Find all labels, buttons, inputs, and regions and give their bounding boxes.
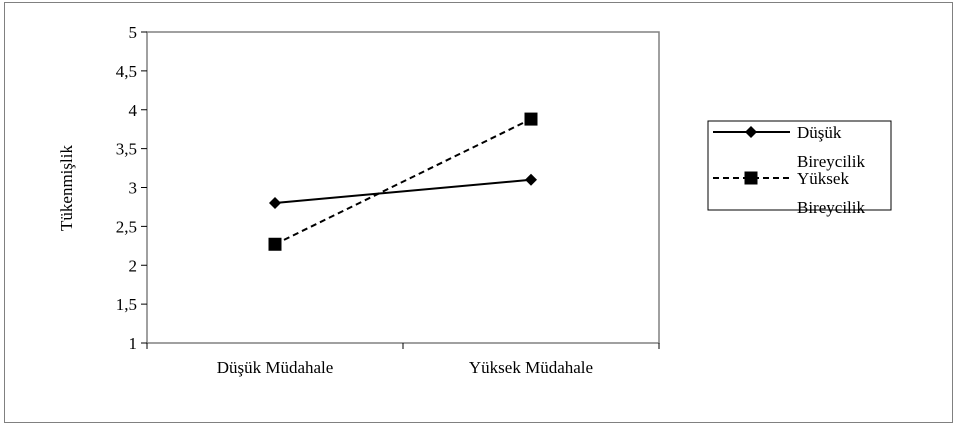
legend-label: Bireycilik	[797, 198, 865, 217]
series-1	[269, 173, 537, 210]
y-tick-label: 3	[129, 179, 138, 198]
legend-box	[707, 120, 892, 211]
data-point	[268, 237, 282, 251]
y-axis-title: Tükenmişlik	[57, 145, 76, 231]
y-axis: 1 1,5 2 2,5 3 3,5 4 4,5 5	[116, 23, 147, 353]
series-2	[268, 112, 538, 251]
x-tick-label: Düşük Müdahale	[217, 358, 334, 377]
y-tick-label: 2,5	[116, 217, 137, 236]
y-tick-label: 3,5	[116, 140, 137, 159]
y-tick-label: 1	[129, 334, 138, 353]
y-tick-label: 5	[129, 23, 138, 42]
y-tick-label: 4,5	[116, 62, 137, 81]
legend-label: Yüksek	[797, 169, 849, 188]
legend-label: Bireycilik	[797, 152, 865, 171]
x-tick-label: Yüksek Müdahale	[469, 358, 593, 377]
series-line	[274, 178, 532, 205]
series-layer	[268, 112, 538, 251]
data-point	[524, 112, 538, 126]
legend-marker	[745, 126, 757, 138]
y-tick-label: 2	[129, 256, 138, 275]
series-line	[274, 118, 532, 246]
data-point	[269, 197, 281, 210]
x-axis: Düşük Müdahale Yüksek Müdahale	[146, 343, 660, 377]
legend-marker	[744, 171, 758, 185]
y-tick-label: 4	[129, 101, 138, 120]
legend-entry: Yüksek Bireycilik	[713, 169, 865, 217]
legend-entry: Düşük Bireycilik	[713, 123, 865, 171]
y-tick-label: 1,5	[116, 295, 137, 314]
data-point	[525, 173, 537, 186]
legend-label: Düşük	[797, 123, 842, 142]
plot-area	[146, 31, 660, 344]
